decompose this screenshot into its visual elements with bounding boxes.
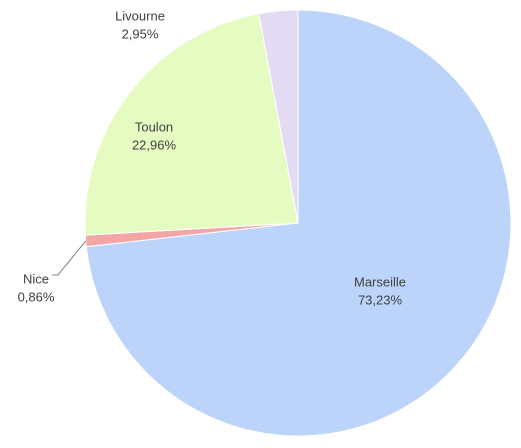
slice-label-name: Nice — [23, 271, 49, 286]
slice-label-value: 0,86% — [18, 289, 55, 304]
pie-slice — [85, 9, 512, 437]
pie-slice — [258, 9, 299, 224]
slice-label-name: Toulon — [135, 119, 173, 134]
slice-label-name: Livourne — [115, 8, 165, 23]
slice-label-value: 73,23% — [358, 292, 403, 307]
slice-label-name: Marseille — [354, 274, 406, 289]
leader-line — [52, 240, 87, 276]
slice-label-value: 22,96% — [132, 137, 177, 152]
slice-label-value: 2,95% — [122, 26, 159, 41]
pie-slice — [84, 13, 299, 236]
